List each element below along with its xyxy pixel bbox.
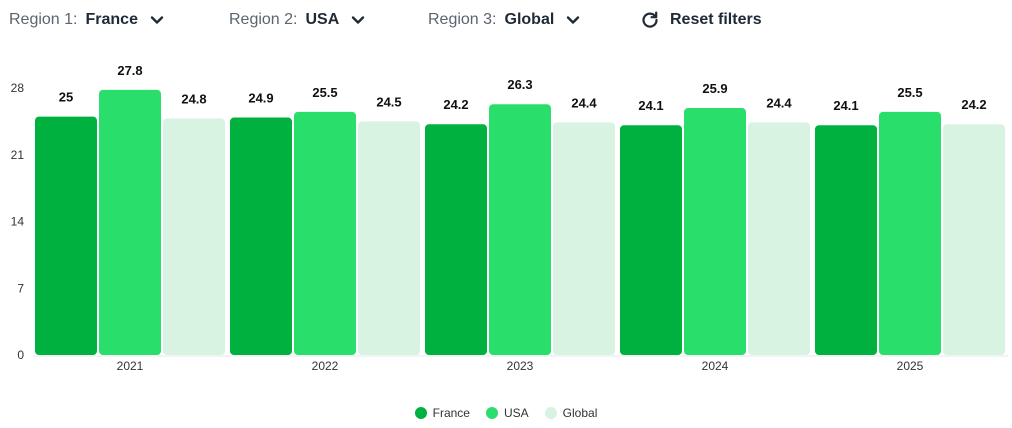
data-label: 25.5	[312, 85, 337, 100]
bar-chart: 0 7 14 21 28 25 27.8 24.8 2021 24.9 25.5 24.5 2022 24…	[11, 63, 1008, 373]
y-tick-label: 28	[11, 81, 25, 95]
region-2-filter[interactable]: Region 2: USA	[229, 6, 365, 34]
chevron-down-icon	[352, 16, 365, 24]
bar-global-2021	[163, 118, 225, 355]
data-label: 25.9	[702, 81, 727, 96]
legend-label: USA	[503, 406, 529, 420]
x-tick-label: 2022	[312, 359, 339, 373]
data-label: 26.3	[507, 77, 532, 92]
chart-legend: France USA Global	[0, 402, 1012, 424]
data-label: 25	[59, 90, 73, 105]
y-tick-label: 21	[11, 148, 25, 162]
bar-global-2022	[358, 121, 420, 355]
bar-france-2023	[425, 124, 487, 355]
data-label: 24.8	[181, 92, 206, 107]
filter-toolbar: Region 1: France Region 2: USA Region 3:…	[0, 0, 1012, 40]
data-label: 25.5	[897, 85, 922, 100]
bar-global-2025	[943, 124, 1005, 355]
data-label: 24.2	[961, 97, 986, 112]
reset-filters-label: Reset filters	[670, 11, 762, 28]
data-label: 27.8	[117, 63, 142, 78]
region-2-value: USA	[305, 11, 340, 28]
refresh-icon	[642, 11, 658, 28]
data-label: 24.2	[443, 97, 468, 112]
x-tick-label: 2024	[702, 359, 729, 373]
data-label: 24.1	[638, 98, 663, 113]
region-1-label: Region 1:	[9, 11, 78, 28]
reset-filters-button[interactable]: Reset filters	[640, 6, 762, 34]
chevron-down-icon	[567, 16, 580, 24]
x-tick-label: 2025	[897, 359, 924, 373]
bar-france-2021	[35, 116, 97, 355]
bar-france-2022	[230, 117, 292, 355]
region-3-label: Region 3:	[428, 11, 497, 28]
region-3-filter[interactable]: Region 3: Global	[428, 6, 580, 34]
y-tick-label: 7	[17, 281, 24, 295]
bar-usa-2024	[684, 108, 746, 356]
bar-usa-2023	[489, 104, 551, 355]
bar-global-2024	[748, 122, 810, 355]
y-tick-label: 14	[11, 215, 25, 229]
y-tick-label: 0	[17, 348, 24, 362]
legend-swatch	[414, 407, 427, 419]
bar-usa-2022	[294, 111, 356, 355]
region-3-value: Global	[504, 11, 555, 28]
legend-swatch	[485, 407, 498, 419]
data-label: 24.9	[248, 91, 273, 106]
legend-item-global[interactable]: Global	[544, 406, 598, 420]
x-tick-label: 2023	[507, 359, 534, 373]
region-1-value: France	[85, 11, 138, 28]
region-1-filter[interactable]: Region 1: France	[9, 6, 164, 34]
bar-france-2024	[620, 125, 682, 355]
bar-france-2025	[815, 125, 877, 355]
legend-label: France	[432, 406, 470, 420]
data-label: 24.1	[833, 98, 858, 113]
chevron-down-icon	[150, 16, 164, 24]
region-2-label: Region 2:	[229, 11, 298, 28]
legend-item-france[interactable]: France	[414, 406, 470, 420]
legend-item-usa[interactable]: USA	[485, 406, 529, 420]
data-label: 24.5	[376, 94, 401, 109]
bar-usa-2025	[879, 111, 941, 355]
data-label: 24.4	[571, 95, 597, 110]
legend-swatch	[544, 407, 557, 419]
data-label: 24.4	[766, 95, 792, 110]
x-tick-label: 2021	[117, 359, 144, 373]
bar-global-2023	[553, 122, 615, 355]
legend-label: Global	[562, 406, 598, 420]
bar-usa-2021	[99, 89, 161, 356]
